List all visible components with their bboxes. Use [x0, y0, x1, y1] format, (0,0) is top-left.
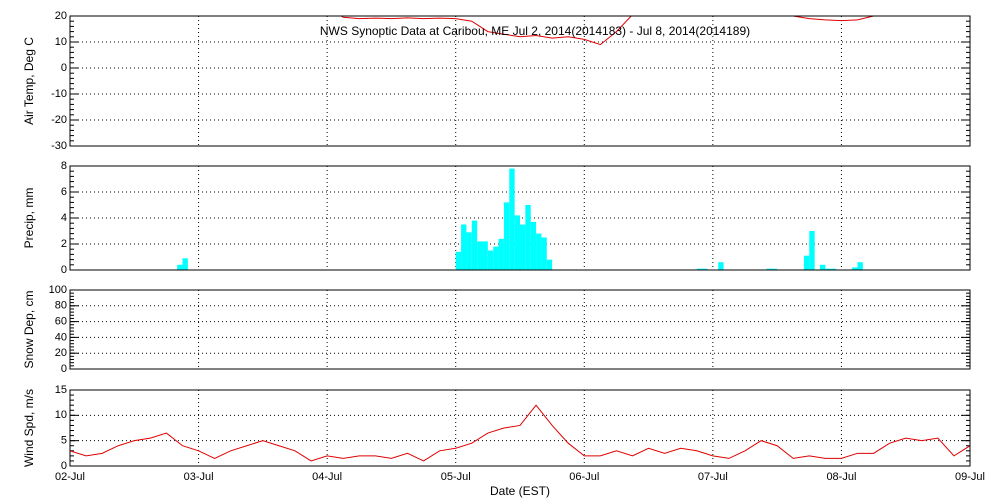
bar [702, 268, 708, 270]
x-tick-label: 03-Jul [184, 471, 214, 483]
bar [455, 251, 462, 270]
y-tick-label: 60 [55, 316, 67, 328]
bar [514, 215, 520, 270]
bar [466, 232, 472, 270]
bar [461, 224, 467, 270]
bar [536, 233, 542, 270]
y-tick-label: 2 [61, 238, 67, 250]
x-axis-label: Date (EST) [490, 484, 550, 498]
bar [493, 246, 499, 270]
x-tick-label: 02-Jul [55, 471, 85, 483]
y-axis-label: Wind Spd, m/s [22, 389, 36, 467]
bar [771, 268, 778, 270]
y-tick-label: 0 [61, 363, 67, 375]
data-line [70, 404, 970, 462]
y-tick-label: 100 [49, 284, 67, 296]
bar [820, 264, 826, 270]
bar [696, 268, 703, 270]
data-line [340, 16, 875, 46]
bar [471, 220, 478, 270]
y-tick-label: 0 [61, 460, 67, 472]
y-axis-label: Snow Dep, cm [22, 290, 36, 368]
bar [546, 259, 553, 270]
y-tick-label: 40 [55, 331, 67, 343]
y-tick-label: 20 [55, 347, 67, 359]
plot-frame [69, 165, 971, 271]
y-tick-label: 6 [61, 186, 67, 198]
y-tick-label: 10 [55, 36, 67, 48]
bar [530, 221, 537, 270]
y-tick-label: -10 [51, 88, 67, 100]
bar [803, 255, 810, 270]
plot-frame [69, 15, 971, 147]
x-tick-label: 04-Jul [312, 471, 342, 483]
bar [857, 262, 863, 270]
bar [182, 258, 188, 270]
chart-title: NWS Synoptic Data at Caribou, ME Jul 2, … [320, 24, 750, 38]
y-axis-label: Air Temp, Deg C [22, 37, 36, 125]
y-tick-label: 4 [61, 212, 67, 224]
x-tick-label: 09-Jul [955, 471, 985, 483]
x-tick-label: 07-Jul [698, 471, 728, 483]
bar [520, 224, 526, 270]
x-tick-label: 08-Jul [826, 471, 856, 483]
y-tick-label: 15 [55, 384, 67, 396]
bar [825, 268, 831, 270]
x-tick-label: 06-Jul [569, 471, 599, 483]
y-tick-label: 0 [61, 264, 67, 276]
y-tick-label: 0 [61, 62, 67, 74]
bar [809, 231, 815, 270]
y-tick-label: 5 [61, 435, 67, 447]
bar [766, 268, 772, 270]
x-tick-label: 05-Jul [441, 471, 471, 483]
bar [525, 205, 531, 270]
plot-frame [69, 289, 971, 370]
bar [830, 268, 837, 270]
bar [503, 202, 510, 270]
y-tick-label: -20 [51, 114, 67, 126]
y-tick-label: 8 [61, 160, 67, 172]
y-tick-label: -30 [51, 140, 67, 152]
plot-area [340, 16, 875, 46]
bar [482, 241, 488, 270]
plot-frame [69, 389, 971, 467]
plot-area [70, 404, 970, 462]
plot-area [177, 168, 863, 270]
y-tick-label: 80 [55, 300, 67, 312]
bar [541, 237, 547, 270]
y-axis-label: Precip, mm [22, 188, 36, 249]
bar [509, 168, 515, 270]
bar [852, 267, 858, 270]
bar [498, 238, 504, 270]
y-tick-label: 10 [55, 409, 67, 421]
y-tick-label: 20 [55, 10, 67, 22]
bar [718, 262, 724, 270]
bar [177, 264, 183, 270]
bar [477, 241, 483, 270]
bar [487, 250, 494, 270]
